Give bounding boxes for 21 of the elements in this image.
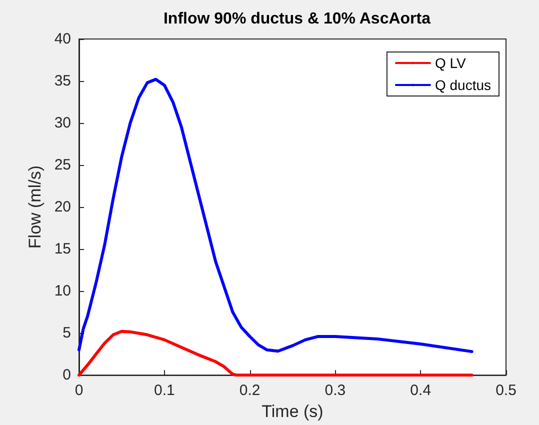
- x-tick-label: 0: [74, 382, 84, 400]
- y-axis-title: Flow (ml/s): [25, 165, 44, 249]
- x-tick-label: 0.2: [239, 382, 260, 400]
- y-tick-label: 35: [54, 72, 71, 90]
- x-tick-label: 0.5: [496, 382, 516, 400]
- y-tick-label: 15: [54, 240, 71, 258]
- y-tick-label: 20: [54, 198, 71, 216]
- y-tick-label: 5: [62, 324, 71, 342]
- y-tick-label: 30: [54, 114, 71, 132]
- chart-title: Inflow 90% ductus & 10% AscAorta: [163, 10, 431, 28]
- line-series: [78, 330, 474, 377]
- legend-label: Q LV: [434, 55, 466, 71]
- legend-label: Q ductus: [434, 77, 492, 93]
- y-tick-label: 25: [54, 156, 71, 174]
- y-tick-label: 10: [54, 282, 71, 300]
- x-tick-label: 0.3: [324, 382, 346, 400]
- x-tick-label: 0.1: [154, 382, 175, 400]
- y-tick-label: 0: [62, 366, 71, 384]
- x-tick-label: 0.4: [410, 382, 432, 400]
- y-tick-label: 40: [54, 30, 71, 48]
- x-axis-title: Time (s): [262, 402, 324, 421]
